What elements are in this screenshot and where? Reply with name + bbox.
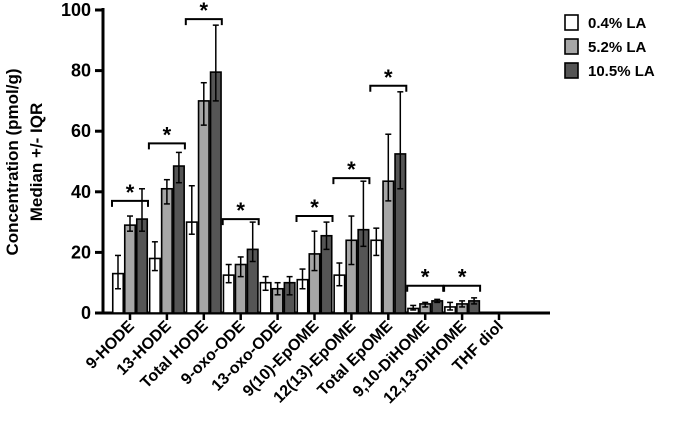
legend: 0.4% LA 5.2% LA 10.5% LA [564,14,655,80]
significance-star: * [458,265,467,290]
legend-swatch [564,38,579,55]
bar [197,100,210,314]
legend-label: 0.4% LA [588,15,647,32]
error-bars [115,24,501,320]
significance-star: * [163,122,172,147]
significance-star: * [384,65,393,90]
y-axis-title: Concentration (pmol/g) Median +/- IQR [3,69,46,256]
y-tick-label: 0 [81,303,91,323]
significance-star: * [347,157,356,182]
y-axis-title-line1: Concentration (pmol/g) [3,69,22,256]
significance-star: * [200,0,209,23]
bar [209,71,222,314]
significance-bracket [184,18,223,26]
significance-bracket [295,215,334,223]
legend-label: 5.2% LA [588,39,647,56]
y-tick-label: 60 [71,121,91,141]
legend-label: 10.5% LA [588,63,655,80]
significance-bracket [332,177,371,185]
legend-swatch [564,62,579,79]
significance-star: * [310,195,319,220]
y-tick-label: 40 [71,182,91,202]
y-axis-ticks: 0 20 40 60 80 100 [61,0,103,323]
significance-bracket [369,84,408,92]
significance-markers: * * * * * * * * * [111,0,482,292]
y-axis-title-line2: Median +/- IQR [27,103,46,222]
bar [160,187,173,314]
legend-swatch [564,14,579,31]
significance-star: * [126,180,135,205]
significance-star: * [421,265,430,290]
significance-bracket [443,284,482,292]
y-tick-label: 100 [61,0,91,20]
y-tick-label: 80 [71,61,91,81]
bar [185,221,198,314]
significance-bracket [111,199,149,207]
significance-bracket [147,142,186,150]
significance-star: * [236,198,245,223]
bar [172,165,185,314]
bar [123,224,137,314]
bar [135,218,149,314]
y-tick-label: 20 [71,242,91,262]
significance-bracket [221,218,260,226]
